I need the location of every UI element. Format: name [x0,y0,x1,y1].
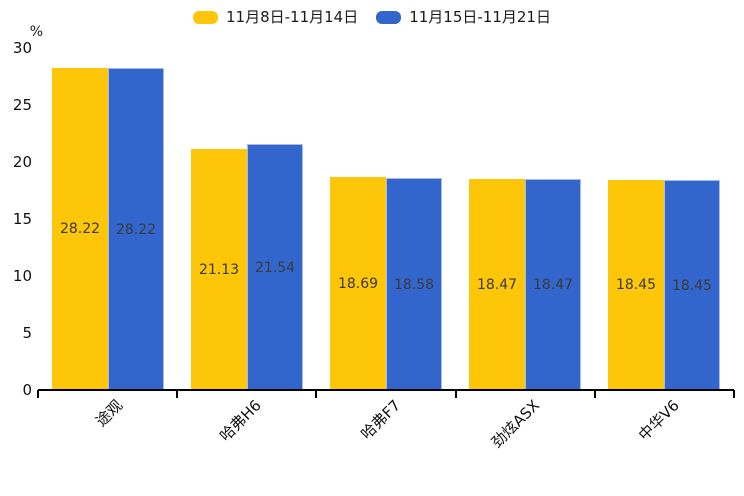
legend: 11月8日-11月14日 11月15日-11月21日 [0,7,744,27]
legend-item[interactable]: 11月8日-11月14日 [193,8,358,26]
y-axis-tick-label: 15 [12,210,32,228]
x-axis-category-label: 劲炫ASX [488,396,544,452]
bar-value-label: 21.54 [254,259,296,276]
bar[interactable]: 18.45 [664,180,720,390]
x-axis-category-label: 途观 [91,396,126,431]
y-axis-tick-label: 0 [22,381,32,399]
y-axis-unit-label: % [29,24,43,40]
y-axis-tick-label: 5 [22,324,32,342]
x-axis-category-label: 哈弗F7 [357,396,405,444]
x-axis-category-label: 中华V6 [634,396,683,445]
legend-item-label: 11月8日-11月14日 [226,8,359,26]
bar[interactable]: 18.69 [330,177,386,390]
bar[interactable]: 21.54 [247,144,303,390]
x-axis-tick [733,390,735,398]
bar[interactable]: 18.45 [608,180,664,390]
x-axis-tick [315,390,318,398]
bar-value-label: 28.22 [59,221,101,237]
legend-item-label: 11月15日-11月21日 [409,8,551,26]
legend-swatch-icon [193,10,218,24]
x-axis-tick [37,390,39,398]
bar-value-label: 18.69 [337,275,379,292]
x-axis-tick [176,390,179,398]
x-axis-tick [454,390,457,398]
bar[interactable]: 18.47 [525,179,581,390]
y-axis-tick-label: 30 [12,39,32,57]
bar[interactable]: 18.58 [386,178,442,390]
y-axis-tick-label: 25 [12,96,32,114]
bar-value-label: 21.13 [198,261,240,278]
bar-value-label: 18.45 [615,277,657,293]
x-axis-line [38,389,734,391]
x-axis-tick [593,390,596,398]
legend-swatch-icon [376,10,402,24]
bar[interactable]: 28.22 [108,68,164,390]
bar-value-label: 28.22 [115,221,157,238]
bar[interactable]: 18.47 [469,179,525,390]
bar[interactable]: 21.13 [191,149,247,390]
bar-value-label: 18.47 [532,277,574,293]
bar-value-label: 18.58 [393,276,435,293]
y-axis-tick-label: 10 [12,267,32,285]
legend-item[interactable]: 11月15日-11月21日 [376,8,551,26]
y-axis-tick-label: 20 [12,153,32,171]
x-axis-category-label: 哈弗H6 [216,396,265,445]
bar-value-label: 18.45 [671,277,713,294]
bar[interactable]: 28.22 [52,68,108,390]
bar-value-label: 18.47 [476,276,518,293]
